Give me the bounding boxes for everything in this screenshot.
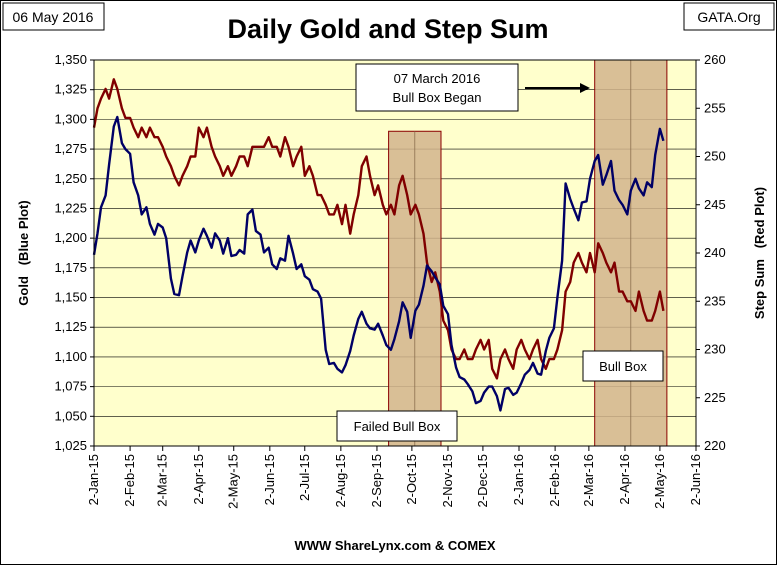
y-axis-right-title: Step Sum (Red Plot) [752, 187, 767, 319]
bull-box-began-text: Bull Box Began [393, 90, 482, 105]
source-label: WWW ShareLynx.com & COMEX [294, 538, 495, 553]
x-tick-label: 2-Jun-16 [688, 454, 703, 505]
y-right-tick-label: 240 [704, 245, 726, 260]
y-left-tick-label: 1,200 [54, 230, 87, 245]
y-left-tick-label: 1,275 [54, 141, 87, 156]
bull-box-began-callout [355, 63, 519, 112]
y-right-tick-label: 245 [704, 197, 726, 212]
y-left-tick-label: 1,350 [54, 52, 87, 67]
y-right-tick-label: 255 [704, 100, 726, 115]
x-tick-label: 2-Mar-16 [581, 454, 596, 507]
y-left-tick-label: 1,075 [54, 379, 87, 394]
y-left-tick-label: 1,100 [54, 349, 87, 364]
y-left-tick-label: 1,225 [54, 200, 87, 215]
brand-label: GATA.Org [697, 9, 760, 25]
step-sum-series-line [92, 78, 665, 380]
y-axis-right: 220 225 230 235 240 245 250 255 260 [696, 52, 726, 453]
y-left-tick-label: 1,125 [54, 319, 87, 334]
y-right-tick-label: 260 [704, 52, 726, 67]
y-left-tick-label: 1,300 [54, 111, 87, 126]
x-tick-label: 2-Feb-15 [122, 454, 137, 507]
x-tick-label: 2-Aug-15 [333, 454, 348, 507]
bull-box-began-arrow-head [580, 83, 590, 93]
x-tick-label: 2-Apr-16 [617, 454, 632, 505]
y-axis-left-title: Gold (Blue Plot) [16, 200, 31, 305]
y-right-tick-label: 220 [704, 438, 726, 453]
gold-series-line [92, 115, 665, 412]
x-tick-label: 2-Jan-16 [511, 454, 526, 505]
y-left-tick-label: 1,325 [54, 82, 87, 97]
x-tick-label: 2-May-16 [652, 454, 667, 509]
x-tick-label: 2-May-15 [226, 454, 241, 509]
y-left-tick-label: 1,250 [54, 171, 87, 186]
x-tick-label: 2-Feb-16 [547, 454, 562, 507]
x-tick-label: 2-Jun-15 [262, 454, 277, 505]
y-left-tick-label: 1,150 [54, 290, 87, 305]
date-label: 06 May 2016 [13, 9, 94, 25]
y-right-tick-label: 250 [704, 149, 726, 164]
brand-box [683, 2, 775, 31]
y-axis-left: 1,025 1,050 1,075 1,100 1,125 1,150 1,175 1,200… [54, 52, 94, 453]
y-left-tick-label: 1,175 [54, 260, 87, 275]
y-left-tick-label: 1,050 [54, 408, 87, 423]
bull-box-began-date: 07 March 2016 [394, 71, 481, 86]
y-right-tick-label: 235 [704, 293, 726, 308]
x-axis: 2-Jan-15 2-Feb-15 2-Mar-15 2-Apr-15 2-May-15… [86, 446, 703, 509]
date-box [2, 2, 105, 31]
y-right-tick-label: 225 [704, 390, 726, 405]
x-tick-label: 2-Dec-15 [475, 454, 490, 507]
annotation-boxes [388, 59, 668, 447]
y-right-tick-label: 230 [704, 342, 726, 357]
series-layer [92, 78, 665, 412]
x-tick-label: 2-Apr-15 [191, 454, 206, 505]
x-tick-label: 2-Jan-15 [86, 454, 101, 505]
y-left-tick-label: 1,025 [54, 438, 87, 453]
x-tick-label: 2-Nov-15 [440, 454, 455, 507]
failed-bull-box-label: Failed Bull Box [354, 419, 441, 434]
x-tick-label: 2-Sep-15 [369, 454, 384, 507]
x-tick-label: 2-Oct-15 [404, 454, 419, 505]
chart-title: Daily Gold and Step Sum [227, 14, 548, 44]
failed-bull-box-label-box [336, 410, 458, 442]
x-tick-label: 2-Mar-15 [155, 454, 170, 507]
bull-box-label-box [582, 350, 664, 382]
bull-box-label: Bull Box [599, 359, 647, 374]
x-tick-label: 2-Jul-15 [297, 454, 312, 501]
